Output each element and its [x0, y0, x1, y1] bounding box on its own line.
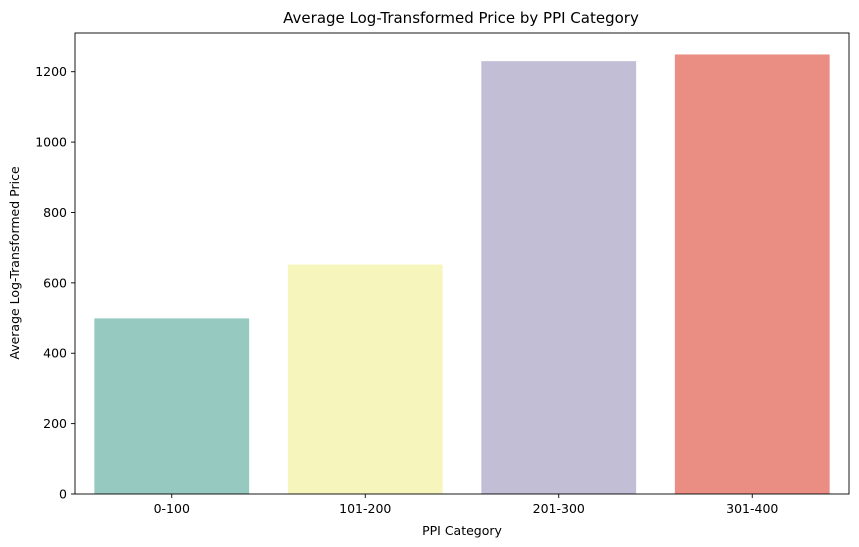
y-tick-label: 1200 — [35, 64, 67, 79]
plot-frame — [74, 32, 850, 495]
x-tick-label: 301-400 — [726, 501, 778, 516]
chart-title: Average Log-Transformed Price by PPI Cat… — [283, 9, 639, 27]
bars-group — [94, 54, 830, 495]
y-axis-label: Average Log-Transformed Price — [7, 166, 22, 360]
y-tick-label: 200 — [43, 416, 67, 431]
x-axis-ticks: 0-100 101-200 201-300 301-400 — [154, 494, 778, 516]
bar-201-300 — [481, 61, 637, 494]
y-tick-label: 400 — [43, 346, 67, 361]
x-axis-label: PPI Category — [422, 523, 502, 538]
bar-301-400 — [674, 54, 830, 495]
y-axis-ticks: 0 200 400 600 800 1000 1200 — [35, 64, 75, 502]
bar-101-200 — [287, 264, 443, 494]
x-tick-label: 0-100 — [154, 501, 190, 516]
x-tick-label: 201-300 — [533, 501, 585, 516]
x-tick-label: 101-200 — [339, 501, 391, 516]
y-tick-label: 600 — [43, 275, 67, 290]
bar-0-100 — [94, 318, 250, 494]
y-tick-label: 1000 — [35, 135, 67, 150]
y-tick-label: 800 — [43, 205, 67, 220]
y-tick-label: 0 — [59, 487, 67, 502]
